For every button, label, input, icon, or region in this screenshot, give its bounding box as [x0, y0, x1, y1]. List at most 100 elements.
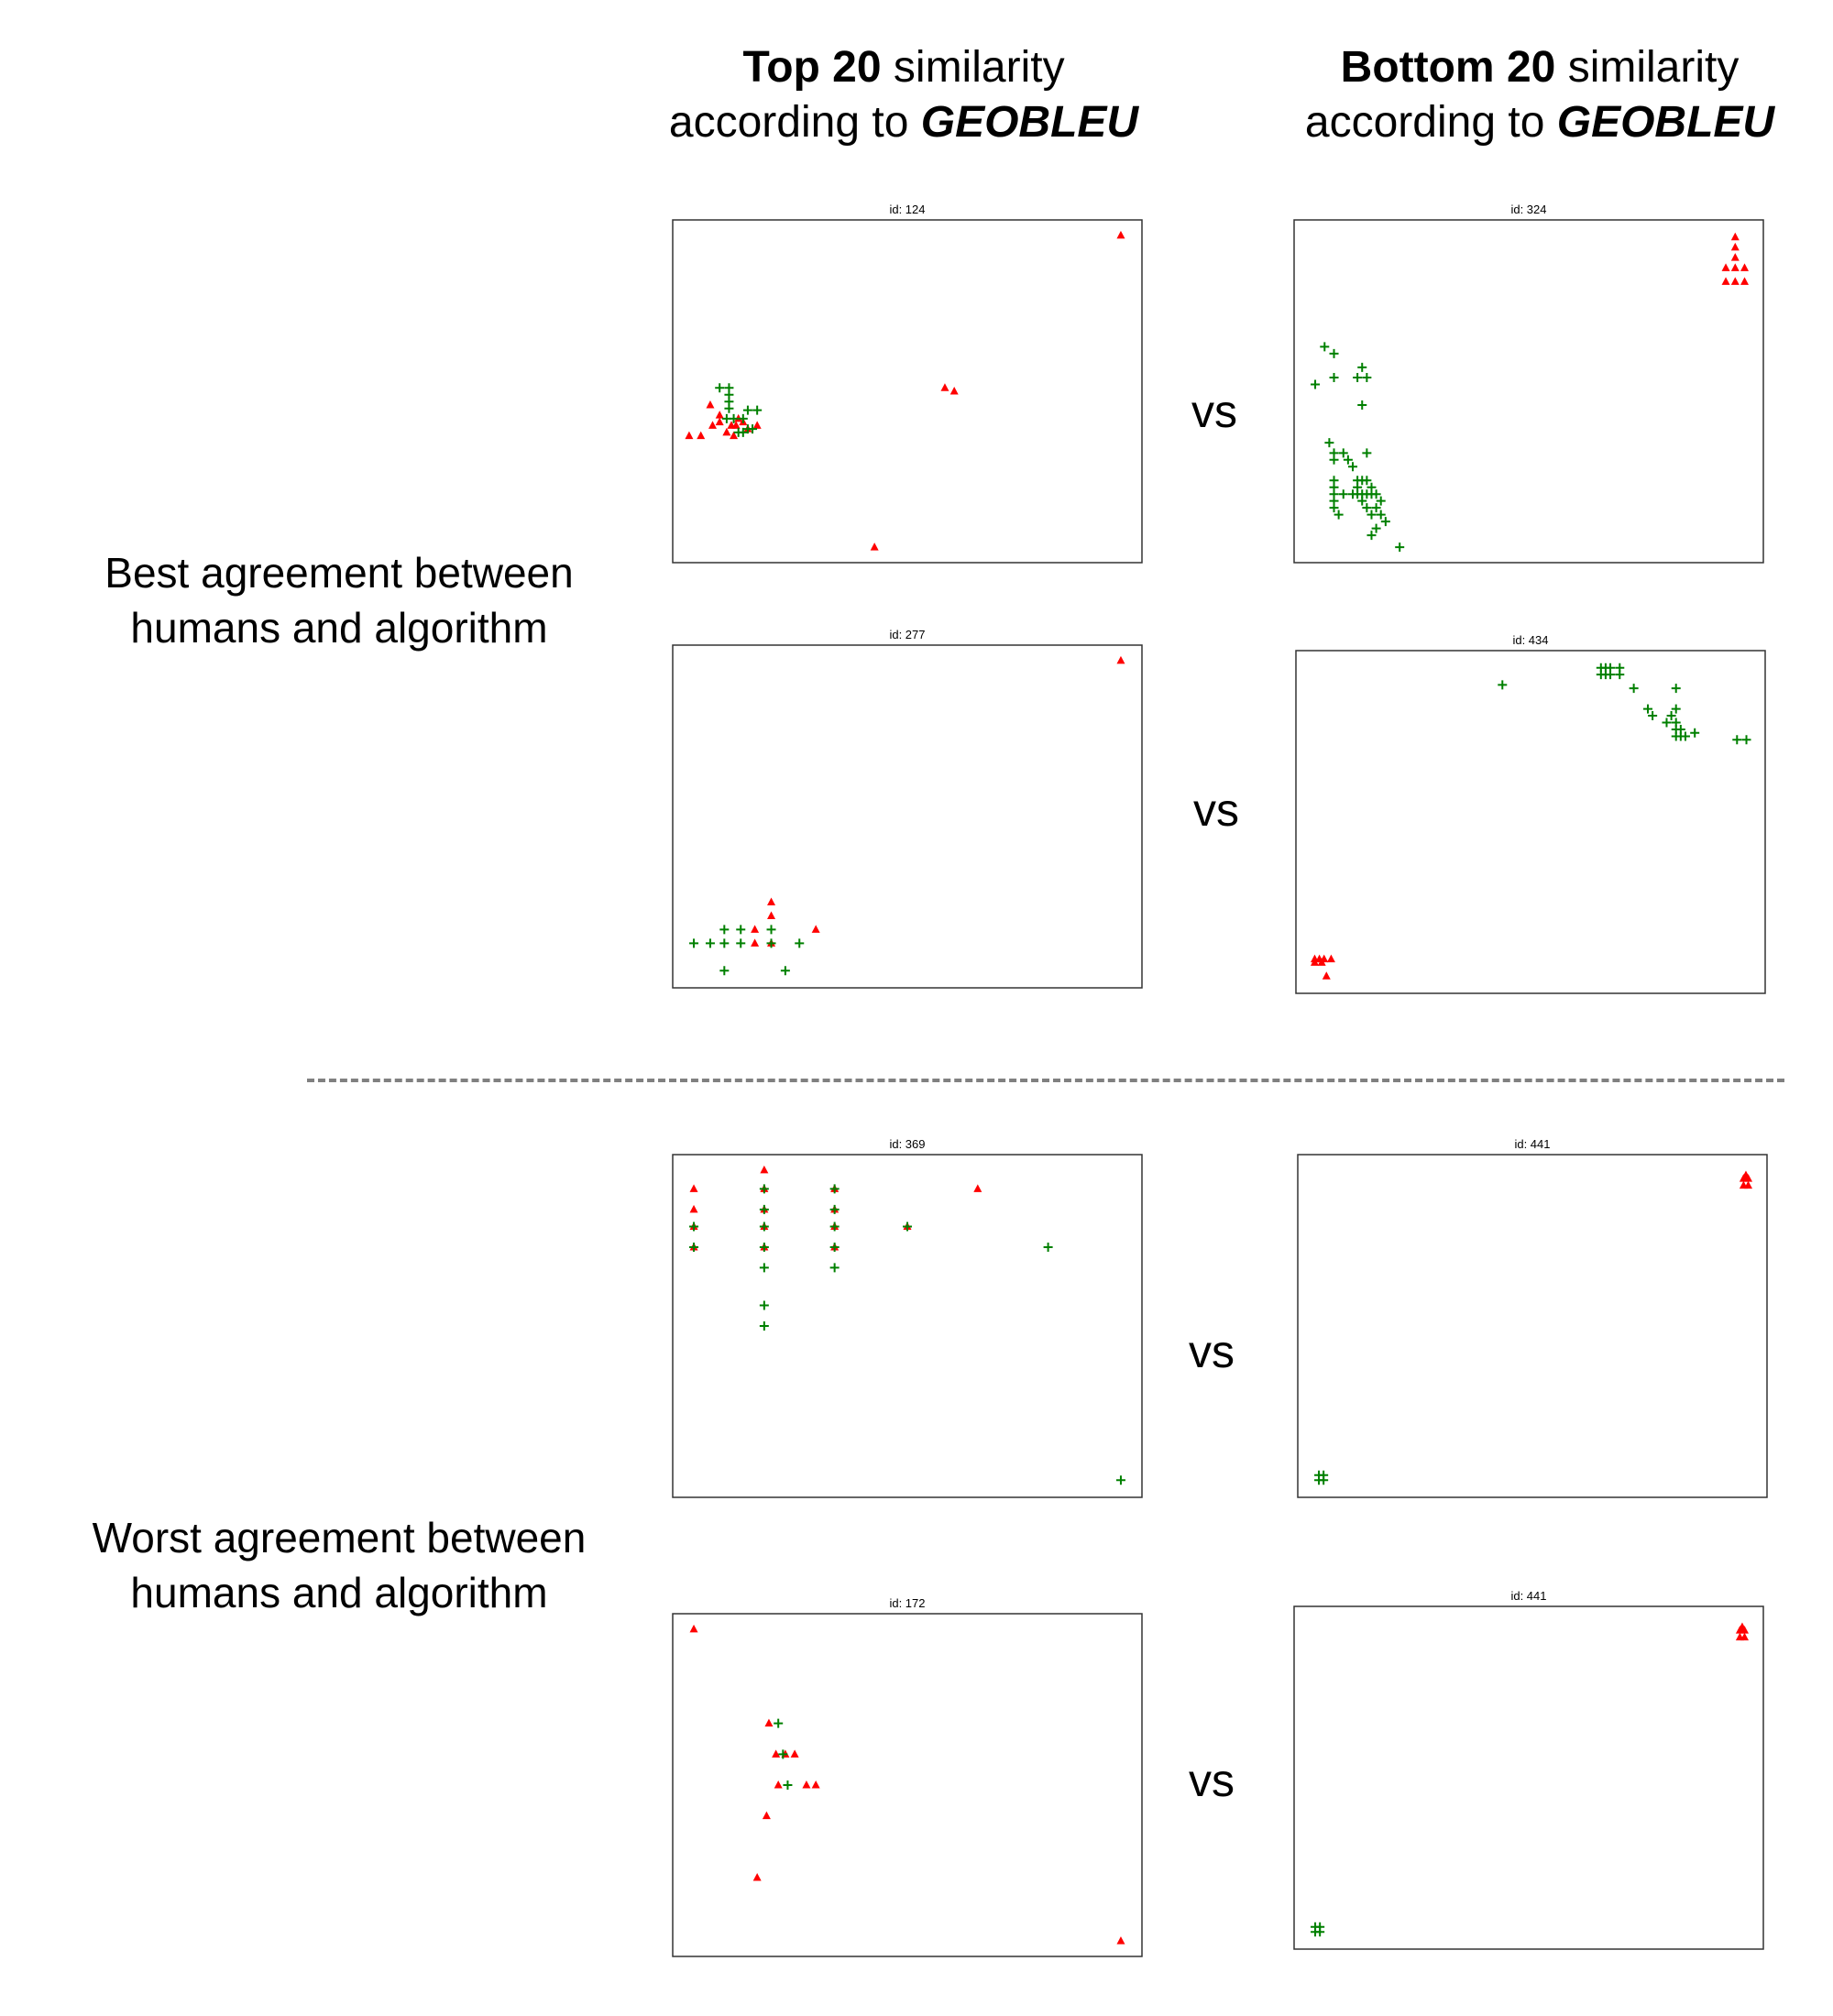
green-plus-point — [1338, 448, 1348, 458]
header-plain-text: according to — [1304, 98, 1545, 147]
green-plus-point — [1643, 704, 1652, 714]
green-plus-point — [738, 413, 748, 423]
green-plus-point — [903, 1222, 912, 1232]
green-plus-point — [1615, 670, 1625, 680]
plot-frame — [672, 219, 1143, 564]
green-plus-point — [829, 1222, 840, 1232]
green-plus-point — [759, 1204, 769, 1214]
green-plus-point — [1380, 517, 1390, 527]
green-plus-point — [752, 405, 763, 415]
red-triangle-point — [734, 413, 743, 422]
red-triangle-point — [1116, 655, 1125, 664]
green-plus-point — [829, 1204, 840, 1214]
green-plus-point — [736, 938, 746, 948]
green-plus-point — [729, 413, 739, 423]
red-triangle-point — [689, 1204, 698, 1213]
header-plain-text: similarity — [1567, 43, 1740, 92]
green-plus-point — [1371, 523, 1381, 533]
header-italic-text: GEOBLEU — [1556, 98, 1775, 147]
red-triangle-point — [697, 431, 706, 440]
section-divider — [307, 1079, 1784, 1082]
panel-id-label: id: 434 — [1512, 633, 1549, 647]
green-plus-point — [1329, 503, 1339, 513]
green-plus-point — [1319, 1475, 1329, 1485]
red-triangle-point — [1740, 1626, 1750, 1634]
green-plus-point — [766, 925, 776, 935]
green-plus-point — [1371, 503, 1381, 513]
plot-frame — [1293, 1605, 1764, 1950]
row-label-best: Best agreement between humans and algori… — [37, 545, 642, 655]
red-triangle-point — [1116, 1936, 1125, 1945]
red-triangle-point — [1721, 263, 1730, 271]
row-label-worst-line2: humans and algorithm — [130, 1569, 548, 1616]
green-plus-point — [1329, 348, 1339, 358]
green-plus-point — [1362, 373, 1372, 383]
plot-frame — [672, 1154, 1143, 1498]
red-triangle-point — [1310, 958, 1319, 966]
red-triangle-point — [949, 387, 959, 395]
green-plus-point — [742, 405, 752, 415]
green-plus-point — [1498, 680, 1508, 690]
red-triangle-point — [772, 1749, 781, 1758]
red-triangle-point — [1326, 954, 1335, 963]
green-plus-point — [1671, 704, 1681, 714]
green-plus-point — [1362, 448, 1372, 458]
header-plain-text: according to — [668, 98, 909, 147]
red-triangle-point — [731, 421, 741, 429]
green-plus-point — [719, 925, 730, 935]
column-header-top20: Top 20 similarity according to GEOBLEU — [620, 40, 1188, 150]
red-triangle-point — [689, 1624, 698, 1633]
red-triangle-point — [1740, 277, 1750, 285]
scatter-plot — [1293, 1605, 1764, 1950]
green-plus-point — [783, 1780, 793, 1790]
green-plus-point — [829, 1184, 840, 1194]
green-plus-point — [759, 1222, 769, 1232]
green-plus-point — [719, 938, 730, 948]
column-header-bottom20-line2: according to GEOBLEU — [1256, 95, 1824, 150]
red-triangle-point — [1322, 971, 1331, 980]
green-plus-point — [774, 1718, 784, 1728]
green-plus-point — [689, 1222, 699, 1232]
green-plus-point — [766, 938, 776, 948]
red-triangle-point — [764, 1718, 774, 1727]
red-triangle-point — [811, 1780, 820, 1789]
green-plus-point — [1376, 509, 1386, 520]
green-plus-point — [1324, 438, 1334, 448]
plot-frame — [1295, 650, 1766, 994]
green-plus-point — [829, 1263, 840, 1273]
green-plus-point — [1666, 711, 1676, 721]
red-triangle-point — [802, 1780, 811, 1789]
green-plus-point — [1348, 462, 1357, 472]
vs-label-2: vs — [1193, 784, 1239, 836]
green-plus-point — [1338, 489, 1348, 499]
red-triangle-point — [708, 421, 718, 429]
red-triangle-point — [730, 431, 739, 440]
panel-id-label: id: 324 — [1510, 203, 1547, 216]
green-plus-point — [1732, 735, 1742, 745]
green-plus-point — [759, 1321, 769, 1331]
plot-frame — [1297, 1154, 1768, 1498]
green-plus-point — [759, 1300, 769, 1310]
green-plus-point — [1329, 373, 1339, 383]
green-plus-point — [715, 383, 725, 393]
panel-id-label: id: 172 — [889, 1596, 926, 1610]
red-triangle-point — [1730, 277, 1740, 285]
green-plus-point — [689, 1242, 699, 1252]
red-triangle-point — [760, 1165, 769, 1174]
red-triangle-point — [1740, 1632, 1750, 1641]
scatter-plot — [1297, 1154, 1768, 1498]
green-plus-point — [1362, 476, 1372, 486]
red-triangle-point — [790, 1749, 799, 1758]
green-plus-point — [705, 938, 715, 948]
green-plus-point — [1320, 342, 1330, 352]
red-triangle-point — [1730, 232, 1740, 241]
red-triangle-point — [774, 1780, 783, 1789]
red-triangle-point — [767, 911, 776, 919]
plot-frame — [1293, 219, 1764, 564]
plot-frame — [672, 644, 1143, 989]
scatter-plot — [1295, 650, 1766, 994]
column-header-bottom20-line1: Bottom 20 similarity — [1256, 40, 1824, 95]
red-triangle-point — [1740, 263, 1750, 271]
scatter-plot — [672, 219, 1143, 564]
green-plus-point — [738, 427, 748, 437]
